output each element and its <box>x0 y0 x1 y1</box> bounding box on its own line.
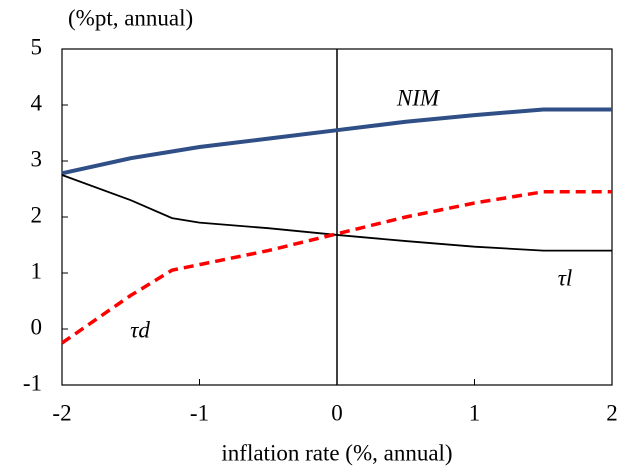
series-label: τd <box>130 317 150 342</box>
series-line <box>61 174 612 252</box>
y-tick-label: 5 <box>31 34 43 59</box>
y-tick-label: 4 <box>31 90 43 115</box>
y-axis-label: (%pt, annual) <box>68 5 193 30</box>
y-tick-label: 2 <box>31 202 43 227</box>
x-tick-label: -1 <box>190 400 209 425</box>
y-tick-label: 3 <box>31 146 43 171</box>
x-tick-label: 1 <box>469 400 481 425</box>
y-tick-label: -1 <box>23 370 42 395</box>
series-label: NIM <box>396 85 441 110</box>
y-tick-label: 1 <box>31 258 43 283</box>
x-tick-label: 2 <box>606 400 618 425</box>
y-tick-label: 0 <box>31 314 43 339</box>
series-label: τl <box>558 265 573 290</box>
series-line <box>61 190 612 345</box>
x-tick-label: 0 <box>331 400 343 425</box>
x-tick-label: -2 <box>52 400 71 425</box>
x-axis-label: inflation rate (%, annual) <box>221 440 452 465</box>
series-line <box>61 107 612 176</box>
